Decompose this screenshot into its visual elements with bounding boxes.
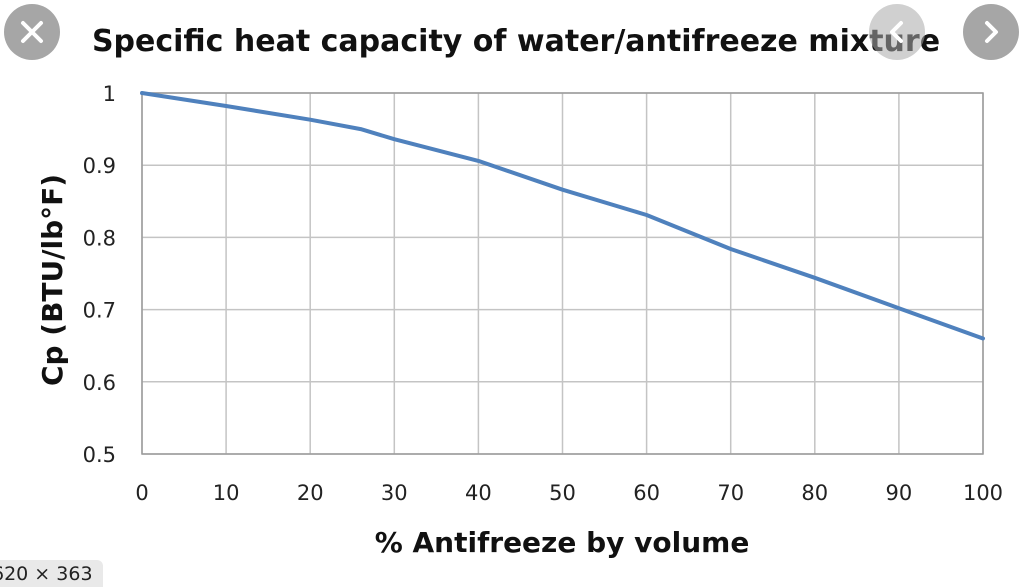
chevron-left-icon bbox=[890, 21, 903, 43]
y-tick-label: 0.8 bbox=[83, 226, 116, 250]
x-axis-ticks: 0 10 20 30 40 50 60 70 80 90 100 bbox=[135, 481, 1003, 505]
x-tick-label: 90 bbox=[886, 481, 913, 505]
x-tick-label: 10 bbox=[213, 481, 240, 505]
plot-frame bbox=[141, 92, 984, 455]
previous-image-button[interactable] bbox=[869, 4, 925, 60]
y-tick-label: 1 bbox=[103, 82, 116, 106]
image-size-badge: 620 × 363 bbox=[0, 560, 103, 587]
image-size-text: 620 × 363 bbox=[0, 562, 93, 585]
chevron-right-icon bbox=[985, 21, 998, 43]
y-axis-label: Cp (BTU/lb°F) bbox=[36, 174, 69, 386]
close-button[interactable] bbox=[4, 4, 60, 60]
next-image-button[interactable] bbox=[963, 4, 1019, 60]
y-tick-label: 0.7 bbox=[83, 299, 116, 323]
x-tick-label: 30 bbox=[381, 481, 408, 505]
y-axis-ticks: 0.5 0.6 0.7 0.8 0.9 1 bbox=[83, 82, 116, 467]
x-tick-label: 20 bbox=[297, 481, 324, 505]
x-axis-label: % Antifreeze by volume bbox=[375, 526, 750, 559]
x-tick-label: 80 bbox=[801, 481, 828, 505]
close-icon bbox=[21, 21, 43, 43]
x-tick-label: 40 bbox=[465, 481, 492, 505]
x-tick-label: 50 bbox=[549, 481, 576, 505]
x-tick-label: 100 bbox=[963, 481, 1003, 505]
x-tick-label: 60 bbox=[633, 481, 660, 505]
y-tick-label: 0.5 bbox=[83, 443, 116, 467]
series-line-0 bbox=[140, 91, 985, 341]
chart-title: Specific heat capacity of water/antifree… bbox=[92, 24, 940, 59]
x-tick-label: 0 bbox=[135, 481, 148, 505]
x-tick-label: 70 bbox=[717, 481, 744, 505]
y-tick-label: 0.9 bbox=[83, 154, 116, 178]
grid bbox=[141, 92, 984, 455]
series-layer bbox=[140, 91, 985, 341]
y-tick-label: 0.6 bbox=[83, 371, 116, 395]
